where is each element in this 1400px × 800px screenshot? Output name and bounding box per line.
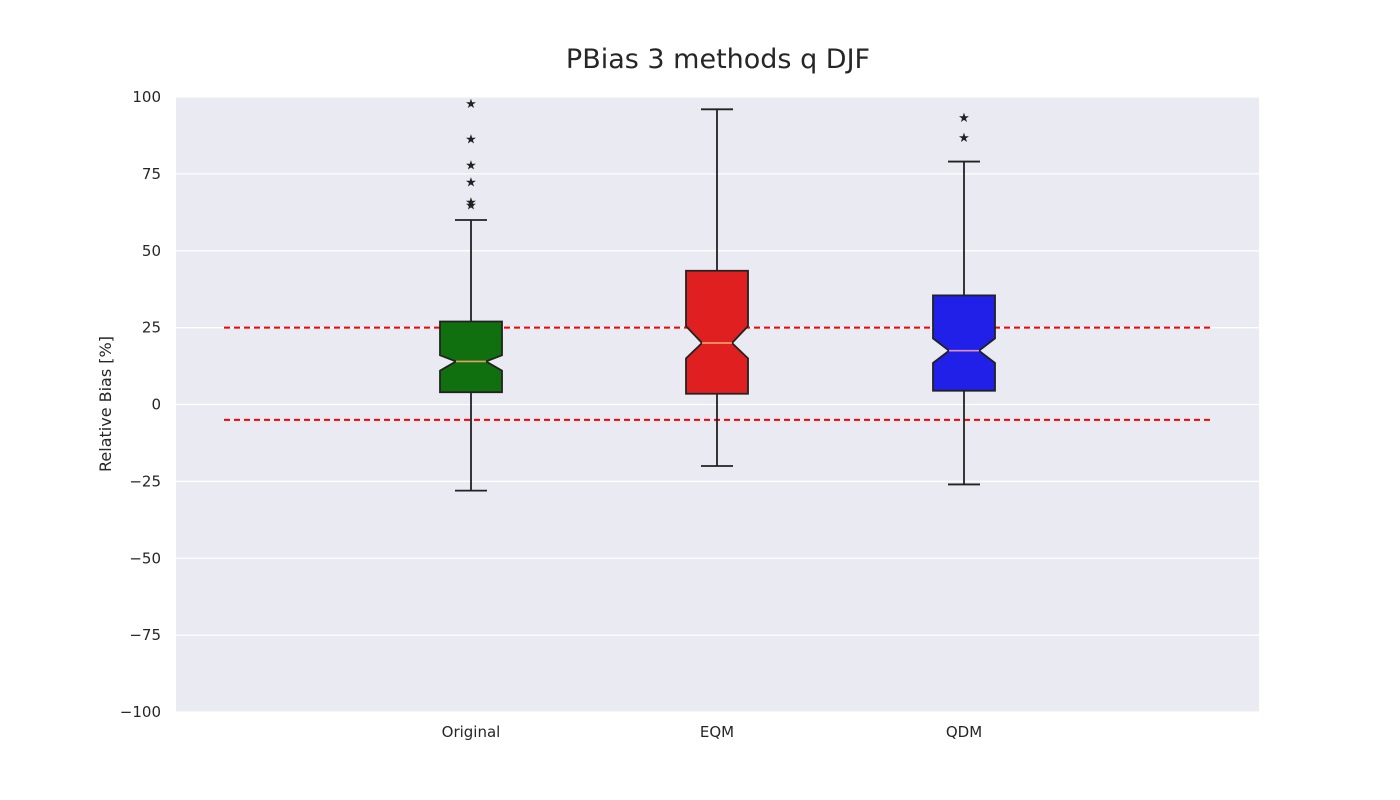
outlier-point: ★ (465, 196, 477, 211)
x-tick-label: EQM (700, 723, 734, 741)
y-axis-label: Relative Bias [%] (96, 336, 115, 472)
y-tick-label: 0 (151, 396, 161, 414)
y-tick-label: −25 (129, 472, 161, 490)
outlier-point: ★ (958, 131, 970, 146)
x-axis-ticks: Original EQM QDM (442, 723, 983, 741)
outlier-point: ★ (465, 176, 477, 191)
outlier-point: ★ (465, 97, 477, 112)
chart-title: PBias 3 methods q DJF (566, 44, 870, 75)
outlier-point: ★ (465, 199, 477, 214)
x-tick-label: Original (442, 723, 501, 741)
box-body (932, 294, 996, 392)
box-original: ★★★★★★ (439, 97, 503, 492)
y-tick-label: −50 (129, 549, 161, 567)
box-body (685, 269, 749, 395)
outlier-point: ★ (958, 111, 970, 126)
y-axis-ticks: 100 75 50 25 0 −25 −50 −75 −100 (120, 88, 161, 721)
boxes: ★★★★★★★★ (439, 97, 996, 492)
box-qdm: ★★ (932, 111, 996, 486)
x-tick-label: QDM (946, 723, 982, 741)
y-tick-label: 50 (142, 242, 161, 260)
y-tick-label: −75 (129, 626, 161, 644)
y-tick-label: −100 (120, 703, 161, 721)
y-tick-label: 75 (142, 165, 161, 183)
box-eqm (685, 108, 749, 467)
y-tick-label: 25 (142, 319, 161, 337)
outlier-point: ★ (465, 159, 477, 174)
box-body (439, 320, 503, 394)
y-tick-label: 100 (132, 88, 161, 106)
outlier-point: ★ (465, 133, 477, 148)
